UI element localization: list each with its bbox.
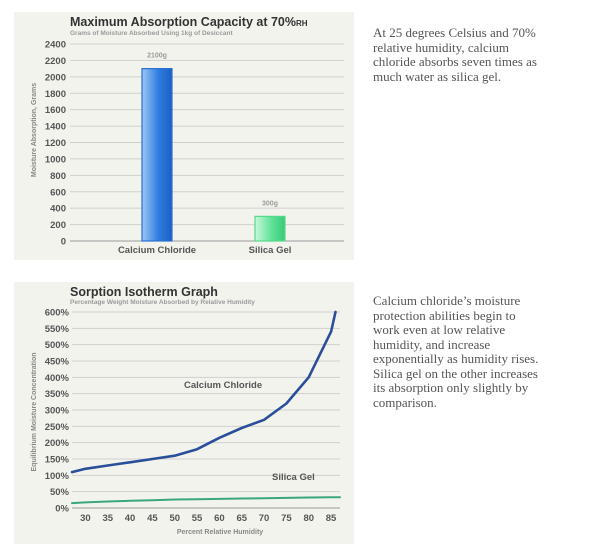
data-label: 300g — [262, 200, 278, 207]
x-tick-label: 50 — [169, 513, 180, 524]
chart-subtitle: Percentage Weight Moisture Absorbed by R… — [70, 299, 255, 306]
chart-subtitle: Grams of Moisture Absorbed Using 1kg of … — [70, 30, 233, 37]
x-tick-label: 35 — [102, 513, 113, 524]
y-tick-label: 2400 — [45, 40, 66, 51]
y-tick-label: 600 — [50, 187, 66, 198]
x-tick-label: 45 — [147, 513, 158, 524]
y-tick-label: 200% — [45, 438, 70, 449]
bar-calcium-chloride — [141, 68, 173, 242]
y-tick-label: 0 — [61, 237, 66, 248]
x-tick-label: 60 — [214, 513, 225, 524]
x-tick-label: Silica Gel — [249, 245, 292, 256]
y-tick-label: 1400 — [45, 122, 66, 133]
y-tick-label: 100% — [45, 471, 70, 482]
y-tick-label: 1800 — [45, 89, 66, 100]
y-tick-label: 550% — [45, 324, 70, 335]
bar-chart-panel: Maximum Absorption Capacity at 70%RH Gra… — [14, 12, 354, 260]
series-label: Calcium Chloride — [184, 380, 262, 391]
series-line-silica-gel — [71, 496, 341, 505]
y-tick-label: 350% — [45, 389, 70, 400]
y-tick-label: 450% — [45, 357, 70, 368]
x-tick-label: Calcium Chloride — [118, 245, 196, 256]
sorption-isotherm-chart: Sorption Isotherm Graph Percentage Weigh… — [31, 285, 341, 536]
y-tick-label: 800 — [50, 171, 66, 182]
line-chart-panel: Sorption Isotherm Graph Percentage Weigh… — [14, 282, 354, 544]
y-axis-label: Moisture Absorption, Grams — [31, 83, 38, 177]
chart-title: Maximum Absorption Capacity at 70%RH — [70, 15, 308, 29]
x-axis-label: Percent Relative Humidity — [177, 529, 263, 536]
x-tick-label: 40 — [125, 513, 136, 524]
bar-silica-gel — [254, 215, 286, 242]
y-tick-label: 1000 — [45, 154, 66, 165]
y-tick-label: 1600 — [45, 105, 66, 116]
series-label: Silica Gel — [272, 472, 315, 483]
y-tick-label: 1200 — [45, 138, 66, 149]
series-line-calcium-chloride — [70, 310, 337, 474]
y-tick-label: 2200 — [45, 56, 66, 67]
y-tick-label: 600% — [45, 308, 70, 319]
x-tick-label: 85 — [326, 513, 337, 524]
x-tick-label: 70 — [259, 513, 270, 524]
caption-sorption: Calcium chloride’s moisture protection a… — [373, 293, 539, 410]
y-tick-label: 200 — [50, 220, 66, 231]
y-tick-label: 2000 — [45, 72, 66, 83]
caption-absorption: At 25 degrees Celsius and 70% relative h… — [373, 25, 537, 84]
x-tick-label: 55 — [192, 513, 203, 524]
x-tick-label: 65 — [236, 513, 247, 524]
y-tick-label: 0% — [55, 504, 69, 515]
y-tick-label: 300% — [45, 406, 70, 417]
y-tick-label: 150% — [45, 455, 70, 466]
x-tick-label: 75 — [281, 513, 292, 524]
y-tick-label: 400 — [50, 204, 66, 215]
y-axis-label: Equilibrium Moisture Concentration — [31, 352, 38, 471]
y-tick-label: 250% — [45, 422, 70, 433]
y-tick-label: 50% — [50, 487, 70, 498]
x-tick-label: 80 — [303, 513, 314, 524]
data-label: 2100g — [147, 53, 167, 60]
x-tick-label: 30 — [80, 513, 91, 524]
absorption-bar-chart: Maximum Absorption Capacity at 70%RH Gra… — [31, 15, 344, 256]
chart-title: Sorption Isotherm Graph — [70, 285, 218, 299]
y-tick-label: 500% — [45, 340, 70, 351]
y-tick-label: 400% — [45, 373, 70, 384]
